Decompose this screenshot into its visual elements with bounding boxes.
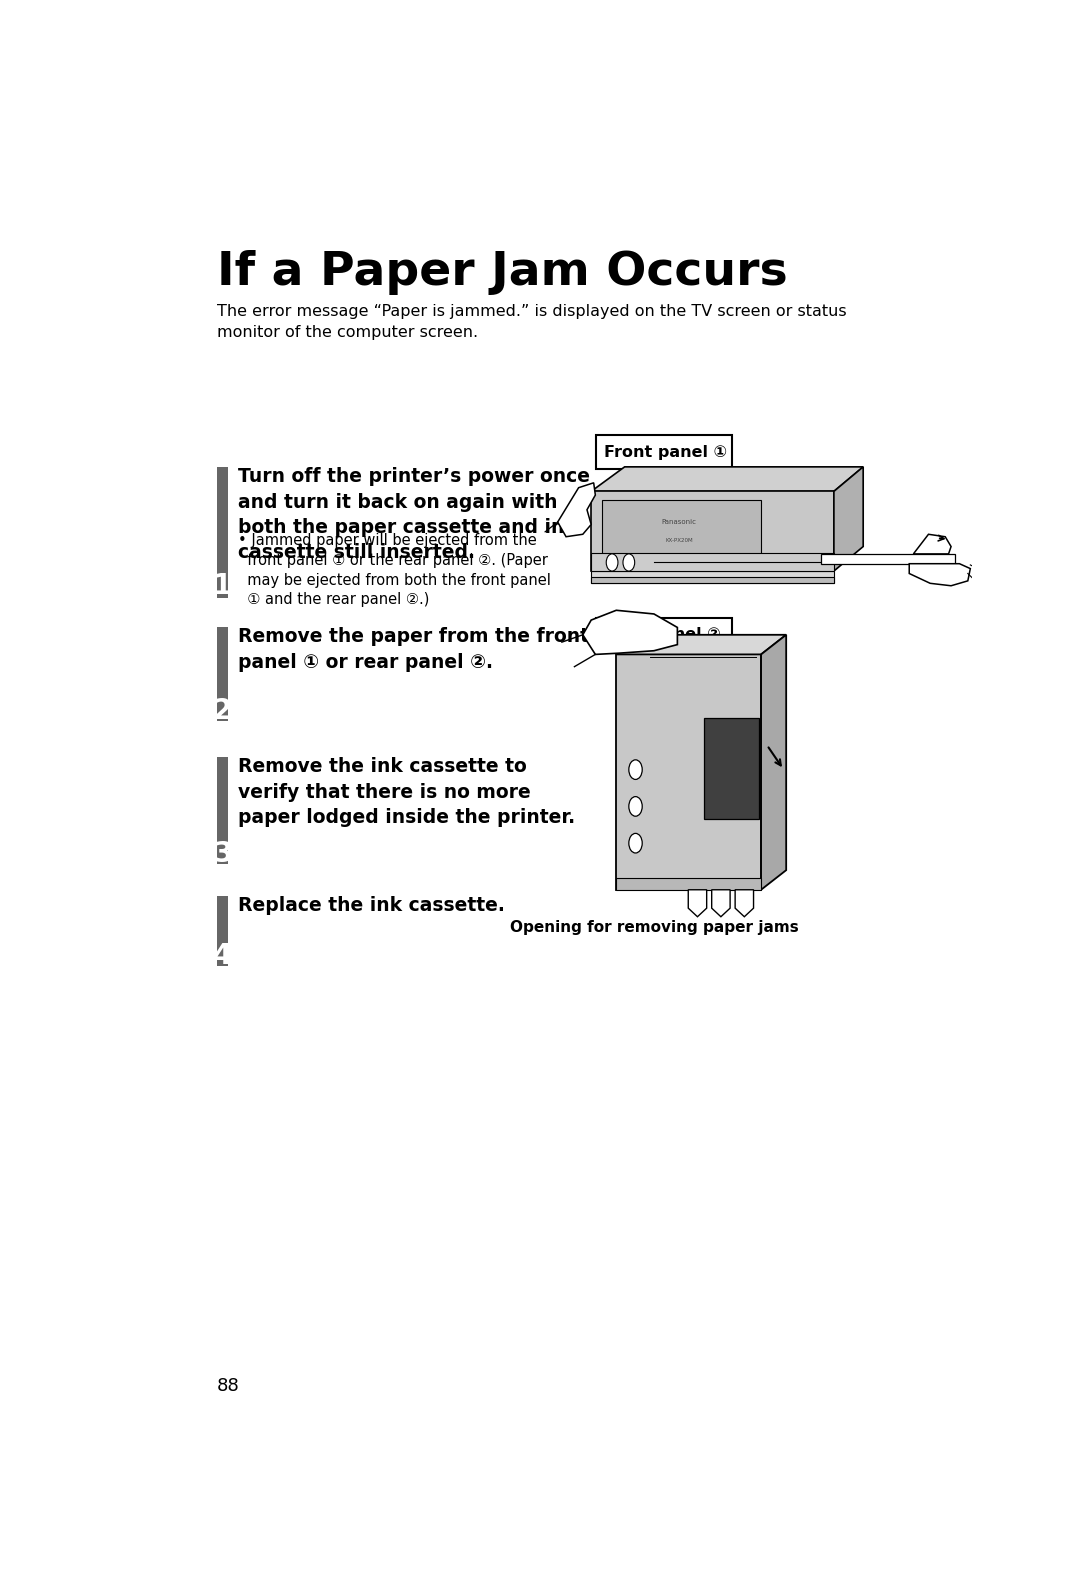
Circle shape bbox=[629, 759, 643, 780]
Text: Remove the ink cassette to
verify that there is no more
paper lodged inside the : Remove the ink cassette to verify that t… bbox=[238, 758, 575, 826]
Polygon shape bbox=[591, 572, 834, 583]
Text: 1: 1 bbox=[213, 572, 232, 600]
Text: Turn off the printer’s power once
and turn it back on again with
both the paper : Turn off the printer’s power once and tu… bbox=[238, 468, 590, 562]
Text: Rear panel ②: Rear panel ② bbox=[604, 627, 720, 642]
Text: The error message “Paper is jammed.” is displayed on the TV screen or status
mon: The error message “Paper is jammed.” is … bbox=[217, 304, 847, 341]
Polygon shape bbox=[617, 877, 761, 890]
Text: KX-PX20M: KX-PX20M bbox=[665, 538, 693, 543]
Polygon shape bbox=[591, 492, 834, 572]
Polygon shape bbox=[591, 552, 834, 572]
FancyBboxPatch shape bbox=[217, 758, 228, 864]
Text: Panasonic: Panasonic bbox=[662, 519, 697, 525]
Polygon shape bbox=[821, 554, 956, 564]
Text: Replace the ink cassette.: Replace the ink cassette. bbox=[238, 896, 504, 915]
Polygon shape bbox=[591, 578, 834, 583]
Polygon shape bbox=[688, 890, 706, 917]
FancyBboxPatch shape bbox=[596, 618, 732, 653]
FancyBboxPatch shape bbox=[217, 627, 228, 721]
Circle shape bbox=[623, 554, 635, 572]
Text: If a Paper Jam Occurs: If a Paper Jam Occurs bbox=[217, 250, 787, 295]
Polygon shape bbox=[909, 564, 970, 586]
Polygon shape bbox=[704, 718, 758, 818]
Text: Remove the paper from the front
panel ① or rear panel ②.: Remove the paper from the front panel ① … bbox=[238, 627, 589, 672]
FancyBboxPatch shape bbox=[217, 468, 228, 599]
Polygon shape bbox=[735, 890, 754, 917]
Polygon shape bbox=[761, 635, 786, 890]
Text: • Jammed paper will be ejected from the
  front panel ① or the rear panel ②. (Pa: • Jammed paper will be ejected from the … bbox=[238, 533, 551, 608]
Polygon shape bbox=[602, 500, 761, 562]
Polygon shape bbox=[617, 635, 786, 654]
Circle shape bbox=[629, 833, 643, 853]
Text: 88: 88 bbox=[217, 1377, 240, 1395]
Text: 2: 2 bbox=[213, 697, 232, 724]
Polygon shape bbox=[591, 466, 863, 492]
Text: 4: 4 bbox=[213, 942, 232, 970]
Text: Opening for removing paper jams: Opening for removing paper jams bbox=[510, 920, 798, 936]
Polygon shape bbox=[914, 535, 951, 554]
Polygon shape bbox=[617, 654, 761, 890]
Text: Front panel ①: Front panel ① bbox=[604, 444, 727, 460]
FancyBboxPatch shape bbox=[596, 435, 732, 470]
Text: 3: 3 bbox=[213, 841, 232, 868]
Polygon shape bbox=[557, 482, 595, 537]
Circle shape bbox=[606, 554, 618, 572]
Polygon shape bbox=[583, 610, 677, 654]
Polygon shape bbox=[834, 466, 863, 572]
Polygon shape bbox=[712, 890, 730, 917]
Circle shape bbox=[629, 796, 643, 817]
FancyBboxPatch shape bbox=[217, 896, 228, 966]
